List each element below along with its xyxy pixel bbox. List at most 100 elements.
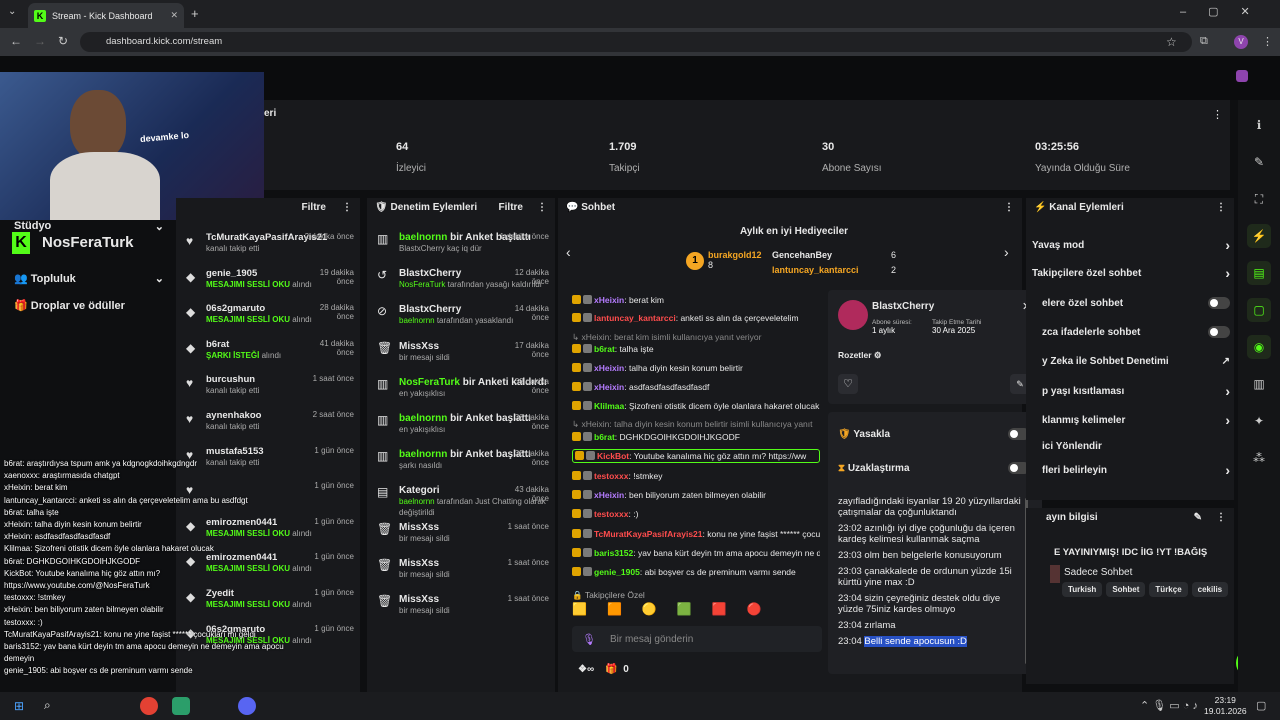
channel-action-row[interactable]: y Zeka ile Sohbet Denetimi ↗ xyxy=(1042,352,1230,370)
feed-item[interactable]: ◆ genie_1905 MESAJIMI SESLİ OKU alındı 19 d… xyxy=(186,268,354,302)
quick-action-icon[interactable]: ⚡ xyxy=(1247,224,1271,248)
close-tab-icon[interactable]: ✕ xyxy=(170,10,178,20)
feed-item[interactable]: ♥ 1 gün önce xyxy=(186,481,354,515)
feed-user[interactable]: TcMuratKayaPasifArayis21 xyxy=(206,232,328,243)
channel-action-toggle[interactable] xyxy=(1208,326,1230,338)
chat-username[interactable]: TcMuratKayaPasifArayis21 xyxy=(594,529,703,539)
tray-icons[interactable]: ⌃ 🎙 ▭ ◔ ♪ xyxy=(1140,700,1198,712)
layout-icon[interactable]: ▥ xyxy=(1253,377,1265,391)
chat-message[interactable]: xHeixin: ben biliyorum zaten bilmeyen ol… xyxy=(572,490,820,500)
feed-item[interactable]: ◆ 06s2gmaruto MESAJIMI SESLİ OKU alındı 28 … xyxy=(186,303,354,337)
mod-action-item[interactable]: ▥ baelnornn bir Anket başlattı BlastxCherr… xyxy=(377,232,549,266)
feed-item[interactable]: ◆ emirozmen0441 MESAJIMI SESLİ OKU alındı 1… xyxy=(186,517,354,551)
mod-action-item[interactable]: 🗑 MissXss bir mesajı sildi 1 saat önce xyxy=(377,522,549,556)
mod-action-item[interactable]: ↺ BlastxCherry NosFeraTurk tarafından yasa… xyxy=(377,268,549,302)
tag-chip[interactable]: Türkçe xyxy=(1149,582,1188,597)
feed-item[interactable]: ♥ TcMuratKayaPasifArayis21 kanalı takip et… xyxy=(186,232,354,266)
chat-message[interactable]: baris3152: yav bana kürt deyin tm ama ap… xyxy=(572,548,820,558)
chat-username[interactable]: Klilmaa xyxy=(594,401,625,411)
mod-filter-button[interactable]: Filtre xyxy=(498,201,523,213)
chat-username[interactable]: xHeixin xyxy=(594,295,625,305)
moderator-name[interactable]: baelnornn xyxy=(399,497,435,507)
chat-message[interactable]: b6rat: DGHKDGOIHKGDOIHJKGODF xyxy=(572,432,820,442)
mod-action-item[interactable]: 🗑 MissXss bir mesajı sildi 17 dakika önce xyxy=(377,341,549,375)
new-tab-icon[interactable]: + xyxy=(191,6,199,21)
feed-item[interactable]: ♥ burcushun kanalı takip etti 1 saat önce xyxy=(186,374,354,408)
chat-message[interactable]: ↳ xHeixin: berat kim isimli kullanıcıya … xyxy=(572,332,820,342)
info-icon[interactable]: ℹ xyxy=(1256,118,1262,132)
feed-filter-button[interactable]: Filtre xyxy=(301,201,326,213)
feed-user[interactable]: 06s2gmaruto xyxy=(206,303,266,315)
chat-message[interactable]: TcMuratKayaPasifArayis21: konu ne yine f… xyxy=(572,529,820,539)
extensions-icon[interactable]: ⧉ xyxy=(1200,35,1208,47)
mod-action-item[interactable]: 🗑 MissXss bir mesajı sildi 1 saat önce xyxy=(377,558,549,592)
gifters-next-icon[interactable]: › xyxy=(1004,244,1009,260)
browser-tab[interactable]: K Stream - Kick Dashboard ✕ xyxy=(28,3,184,28)
feed-item[interactable]: ◆ emirozmen0441 MESAJIMI SESLİ OKU alındı 1… xyxy=(186,552,354,586)
tab-list-icon[interactable]: ⌄ xyxy=(8,6,17,17)
channel-action-toggle[interactable] xyxy=(1208,297,1230,309)
feed-user[interactable]: mustafa5153 xyxy=(206,445,264,457)
emote-row[interactable]: 🟨🟧🟡🟩🟥🔴 xyxy=(572,602,782,616)
url-input[interactable]: dashboard.kick.com/stream xyxy=(80,32,1192,52)
reload-icon[interactable]: ↻ xyxy=(58,34,69,48)
chat-message[interactable]: ↳ xHeixin: talha diyin kesin konum belir… xyxy=(572,419,820,429)
feed-user[interactable]: b6rat xyxy=(206,338,230,350)
mod-action-item[interactable]: ▥ baelnornn bir Anket başlattı şarkı nasıl… xyxy=(377,449,549,483)
channel-action-row[interactable]: elere özel sohbet xyxy=(1042,294,1230,312)
tag-chip[interactable]: Sohbet xyxy=(1106,582,1146,597)
chat-username[interactable]: testoxxx xyxy=(594,471,629,481)
feed-user[interactable]: 06s2gmaruto xyxy=(206,623,266,635)
wrench-icon[interactable]: ✦ xyxy=(1253,414,1265,428)
chat-username[interactable]: lantuncay_kantarcci xyxy=(594,313,676,323)
chat-username[interactable]: genie_1905 xyxy=(594,567,640,577)
browser-menu-icon[interactable]: ⋮ xyxy=(1262,36,1273,48)
chat-message[interactable]: Klilmaa: Şizofreni otistik dicem öyle ol… xyxy=(572,401,820,411)
chat-username[interactable]: xHeixin xyxy=(594,382,625,392)
chat-message[interactable]: testoxxx: :) xyxy=(572,509,820,519)
chat-username[interactable]: b6rat xyxy=(594,344,615,354)
feed-menu-icon[interactable]: ⋮ xyxy=(342,201,352,213)
bookmark-star-icon[interactable]: ☆ xyxy=(1166,35,1177,49)
timeout-toggle[interactable] xyxy=(1008,462,1030,474)
apps-icon[interactable]: ⁂ xyxy=(1253,451,1265,465)
start-icon[interactable]: ⊞ xyxy=(14,699,25,713)
chat-menu-icon[interactable]: ⋮ xyxy=(1004,201,1014,213)
chat-message[interactable]: xHeixin: asdfasdfasdfasdfasdf xyxy=(572,382,820,392)
mod-tool-button[interactable]: ✎ xyxy=(1010,374,1030,394)
chat-username[interactable]: testoxxx xyxy=(594,509,629,519)
feed-item[interactable]: ◆ Zyedit MESAJIMI SESLİ OKU alındı 1 gün ön… xyxy=(186,588,354,622)
microphone-icon[interactable]: 🎙 xyxy=(582,633,596,646)
channel-action-row[interactable]: fleri belirleyin › xyxy=(1042,461,1230,479)
mod-action-item[interactable]: ▥ NosFeraTurk bir Anketi kaldırdı en yakış… xyxy=(377,377,549,411)
gifters-prev-icon[interactable]: ‹ xyxy=(566,244,571,260)
feed-user[interactable]: emirozmen0441 xyxy=(206,552,278,564)
nav-studio[interactable]: Stüdyo ⌄ xyxy=(14,220,164,233)
chat-username[interactable]: baris3152 xyxy=(594,548,634,558)
chat-message[interactable]: xHeixin: berat kim xyxy=(572,295,820,305)
edit-icon[interactable]: ✎ xyxy=(1193,511,1202,523)
feed-user[interactable]: aynenhakoo xyxy=(206,410,262,421)
profile-avatar[interactable]: V xyxy=(1234,35,1248,49)
chat-username[interactable]: xHeixin xyxy=(594,490,625,500)
ban-toggle[interactable] xyxy=(1008,428,1030,440)
channel-action-row[interactable]: ici Yönlendir xyxy=(1042,437,1230,455)
chat-username[interactable]: KickBot xyxy=(597,451,630,461)
chat-username[interactable]: b6rat xyxy=(594,432,615,442)
mod-action-item[interactable]: ⊘ BlastxCherry baelnornn tarafından yasakl… xyxy=(377,304,549,338)
chat-rail-icon[interactable]: ▢ xyxy=(1247,298,1271,322)
chat-message[interactable]: xHeixin: talha diyin kesin konum belirti… xyxy=(572,363,820,373)
moderator-name[interactable]: NosFeraTurk xyxy=(399,280,446,290)
feed-item[interactable]: ◆ 06s2gmaruto MESAJIMI SESLİ OKU alındı 1 g… xyxy=(186,624,354,658)
channel-actions-menu-icon[interactable]: ⋮ xyxy=(1216,201,1226,213)
channel-action-row[interactable]: p yaşı kısıtlaması › xyxy=(1042,382,1230,400)
feed-user[interactable]: genie_1905 xyxy=(206,267,258,279)
back-icon[interactable]: ← xyxy=(10,34,22,48)
feed-user[interactable]: emirozmen0441 xyxy=(206,516,278,528)
mod-action-item[interactable]: ▤ Kategori baelnornn tarafından Just Chatt… xyxy=(377,485,549,519)
tag-chip[interactable]: cekilis xyxy=(1191,582,1229,597)
feed-user[interactable]: Zyedit xyxy=(206,588,234,599)
mod-action-item[interactable]: ▥ baelnornn bir Anket başlattı en yakışıkl… xyxy=(377,413,549,447)
chat-message[interactable]: testoxxx: !stmkey xyxy=(572,471,820,481)
info-menu-icon[interactable]: ⋮ xyxy=(1216,511,1226,523)
